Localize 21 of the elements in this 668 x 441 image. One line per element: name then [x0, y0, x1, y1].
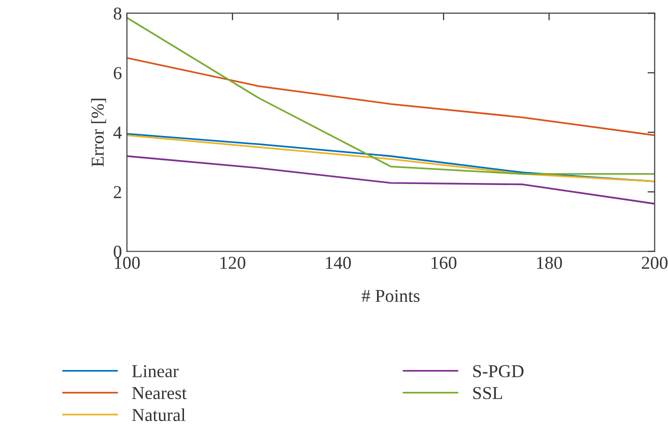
line-series — [126, 16, 655, 175]
y-tick-label: 6 — [114, 67, 122, 80]
y-tick-label: 2 — [114, 186, 122, 198]
legend-label: Natural — [132, 408, 186, 422]
x-tick-label: 140 — [326, 256, 351, 269]
legend-label: Nearest — [132, 387, 187, 400]
y-tick-label: 4 — [113, 126, 122, 139]
line-series — [126, 155, 655, 205]
y-axis-title: Error [%] — [91, 98, 106, 167]
x-tick-label: 180 — [537, 256, 562, 269]
line-series — [126, 57, 655, 136]
x-tick-label: 100 — [114, 256, 140, 269]
legend-label: S-PGD — [473, 365, 524, 378]
x-tick-label: 200 — [642, 256, 668, 269]
x-tick-label: 160 — [432, 256, 456, 269]
y-tick-label: 0 — [114, 246, 122, 258]
legend-label: SSL — [473, 387, 502, 400]
x-tick-label: 120 — [220, 256, 246, 269]
legend-label: Linear — [132, 365, 179, 378]
y-tick-label: 8 — [114, 7, 122, 20]
x-axis-title: # Points — [362, 290, 420, 302]
